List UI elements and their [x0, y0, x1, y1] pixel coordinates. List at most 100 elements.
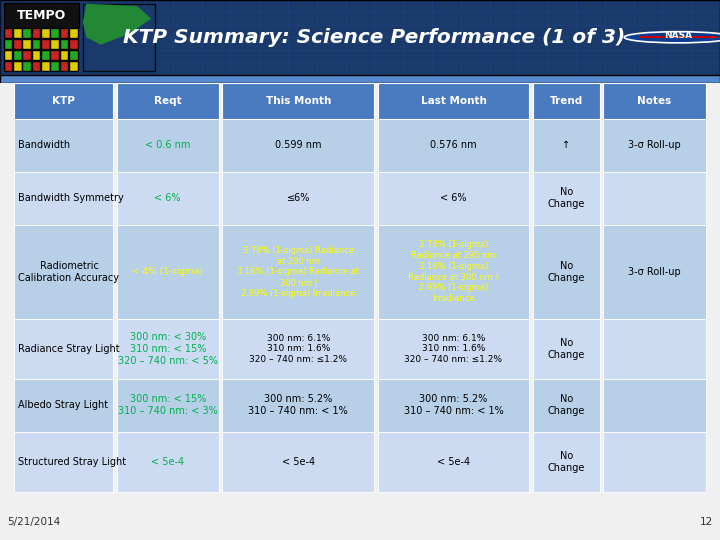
FancyBboxPatch shape [14, 172, 113, 225]
FancyBboxPatch shape [533, 319, 600, 379]
FancyBboxPatch shape [41, 50, 50, 60]
Text: Bandwidth Symmetry: Bandwidth Symmetry [19, 193, 125, 203]
FancyBboxPatch shape [533, 225, 600, 319]
FancyBboxPatch shape [117, 119, 219, 172]
FancyBboxPatch shape [4, 50, 12, 60]
FancyBboxPatch shape [14, 225, 113, 319]
FancyBboxPatch shape [41, 39, 50, 49]
Polygon shape [639, 36, 718, 38]
FancyBboxPatch shape [117, 379, 219, 432]
FancyBboxPatch shape [69, 60, 78, 71]
FancyBboxPatch shape [14, 83, 113, 119]
FancyBboxPatch shape [60, 39, 68, 49]
Text: KTP Summary: Science Performance (1 of 3): KTP Summary: Science Performance (1 of 3… [123, 28, 626, 47]
FancyBboxPatch shape [222, 379, 374, 432]
FancyBboxPatch shape [377, 432, 529, 492]
Text: Trend: Trend [550, 96, 583, 106]
FancyBboxPatch shape [4, 39, 12, 49]
FancyBboxPatch shape [4, 28, 12, 38]
FancyBboxPatch shape [4, 60, 12, 71]
FancyBboxPatch shape [50, 50, 59, 60]
Text: No
Change: No Change [548, 395, 585, 416]
FancyBboxPatch shape [117, 172, 219, 225]
FancyBboxPatch shape [69, 28, 78, 38]
FancyBboxPatch shape [603, 379, 706, 432]
FancyBboxPatch shape [377, 172, 529, 225]
Text: This Month: This Month [266, 96, 331, 106]
Text: 3-σ Roll-up: 3-σ Roll-up [629, 140, 681, 150]
Text: Albedo Stray Light: Albedo Stray Light [19, 401, 109, 410]
Text: 300 nm: < 15%
310 – 740 nm: < 3%: 300 nm: < 15% 310 – 740 nm: < 3% [118, 395, 217, 416]
FancyBboxPatch shape [603, 225, 706, 319]
Text: < 6%: < 6% [440, 193, 467, 203]
FancyBboxPatch shape [50, 60, 59, 71]
Text: 0.599 nm: 0.599 nm [275, 140, 322, 150]
FancyBboxPatch shape [22, 60, 31, 71]
FancyBboxPatch shape [32, 28, 40, 38]
Text: No
Change: No Change [548, 338, 585, 360]
Text: No
Change: No Change [548, 451, 585, 473]
FancyBboxPatch shape [32, 60, 40, 71]
FancyBboxPatch shape [222, 319, 374, 379]
Text: Notes: Notes [637, 96, 672, 106]
FancyBboxPatch shape [222, 83, 374, 119]
FancyBboxPatch shape [32, 39, 40, 49]
FancyBboxPatch shape [60, 60, 68, 71]
Text: < 6%: < 6% [155, 193, 181, 203]
FancyBboxPatch shape [41, 28, 50, 38]
FancyBboxPatch shape [13, 60, 22, 71]
Text: 300 nm: 5.2%
310 – 740 nm: < 1%: 300 nm: 5.2% 310 – 740 nm: < 1% [248, 395, 348, 416]
FancyBboxPatch shape [222, 172, 374, 225]
FancyBboxPatch shape [22, 39, 31, 49]
Text: No
Change: No Change [548, 187, 585, 210]
Text: ≤6%: ≤6% [287, 193, 310, 203]
FancyBboxPatch shape [117, 319, 219, 379]
FancyBboxPatch shape [0, 0, 720, 75]
Text: TEMPO: TEMPO [17, 9, 66, 22]
FancyBboxPatch shape [14, 119, 113, 172]
Text: Radiance Stray Light: Radiance Stray Light [19, 344, 120, 354]
FancyBboxPatch shape [60, 50, 68, 60]
FancyBboxPatch shape [13, 50, 22, 60]
FancyBboxPatch shape [533, 379, 600, 432]
FancyBboxPatch shape [222, 432, 374, 492]
Text: 12: 12 [700, 517, 713, 528]
FancyBboxPatch shape [603, 83, 706, 119]
Text: ↑: ↑ [562, 140, 570, 150]
Text: < 5e-4: < 5e-4 [282, 457, 315, 467]
Text: < 5e-4: < 5e-4 [151, 457, 184, 467]
Text: NASA: NASA [664, 31, 693, 40]
FancyBboxPatch shape [533, 432, 600, 492]
FancyBboxPatch shape [533, 83, 600, 119]
Text: < 0.6 nm: < 0.6 nm [145, 140, 190, 150]
Text: 5/21/2014: 5/21/2014 [7, 517, 60, 528]
FancyBboxPatch shape [13, 28, 22, 38]
FancyBboxPatch shape [377, 83, 529, 119]
FancyBboxPatch shape [603, 432, 706, 492]
Text: 3.78% (1-sigma)
Radiance at 290 nm
3.16% (1-sigma)
Radiance at 300 nm /
2.99% (1: 3.78% (1-sigma) Radiance at 290 nm 3.16%… [408, 240, 498, 303]
FancyBboxPatch shape [603, 119, 706, 172]
FancyBboxPatch shape [117, 432, 219, 492]
FancyBboxPatch shape [377, 119, 529, 172]
Text: Radiometric
Calibration Accuracy: Radiometric Calibration Accuracy [19, 261, 120, 283]
Text: Last Month: Last Month [420, 96, 487, 106]
Text: 0.576 nm: 0.576 nm [430, 140, 477, 150]
Text: Structured Stray Light: Structured Stray Light [19, 457, 127, 467]
FancyBboxPatch shape [60, 28, 68, 38]
FancyBboxPatch shape [117, 83, 219, 119]
FancyBboxPatch shape [533, 172, 600, 225]
FancyBboxPatch shape [377, 319, 529, 379]
FancyBboxPatch shape [22, 50, 31, 60]
FancyBboxPatch shape [603, 319, 706, 379]
Polygon shape [83, 4, 151, 45]
FancyBboxPatch shape [69, 50, 78, 60]
FancyBboxPatch shape [83, 4, 155, 71]
Text: No
Change: No Change [548, 261, 585, 283]
Text: 300 nm: 6.1%
310 nm: 1.6%
320 – 740 nm: ≤1.2%: 300 nm: 6.1% 310 nm: 1.6% 320 – 740 nm: … [249, 334, 347, 364]
FancyBboxPatch shape [222, 225, 374, 319]
Text: 300 nm: 6.1%
310 nm: 1.6%
320 – 740 nm: ≤1.2%: 300 nm: 6.1% 310 nm: 1.6% 320 – 740 nm: … [405, 334, 503, 364]
FancyBboxPatch shape [222, 119, 374, 172]
FancyBboxPatch shape [14, 432, 113, 492]
Text: Bandwidth: Bandwidth [19, 140, 71, 150]
Text: 3.78% (1-sigma) Radiance
at 290 nm
3.16% (1-sigma) Radiance at
300 nm /
2.99% (1: 3.78% (1-sigma) Radiance at 290 nm 3.16%… [238, 246, 359, 298]
